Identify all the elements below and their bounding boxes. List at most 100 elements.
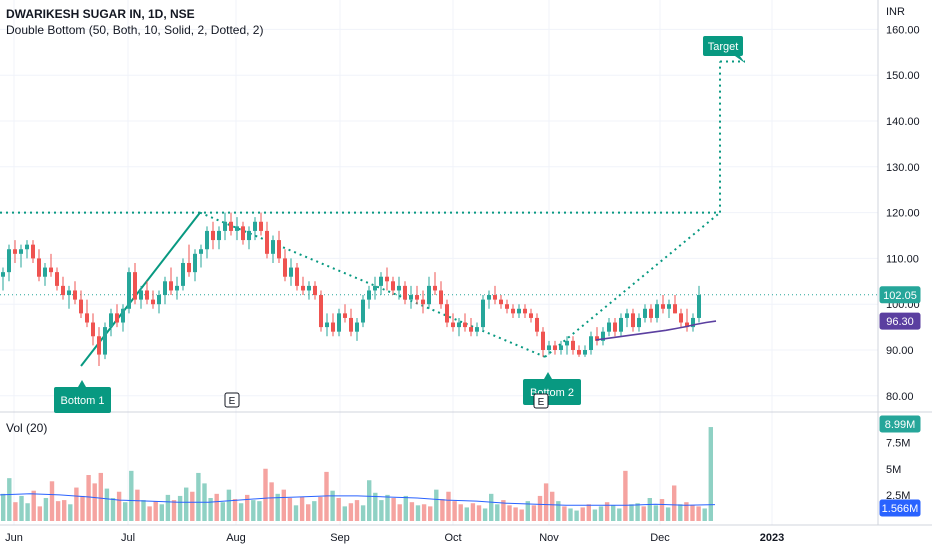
volume-bar <box>556 501 561 521</box>
volume-bar <box>470 503 476 521</box>
volume-bar <box>92 483 97 521</box>
candle-body <box>529 313 533 318</box>
volume-bar <box>25 503 30 521</box>
volume-bar <box>653 505 659 521</box>
volume-title[interactable]: Vol (20) <box>6 421 48 435</box>
volume-bar <box>672 485 677 521</box>
volume-series <box>0 427 716 521</box>
candle-body <box>649 308 653 318</box>
time-tick-label: Jul <box>121 532 135 544</box>
volume-bar <box>135 489 140 521</box>
candle-body <box>619 317 623 332</box>
candle-body <box>571 340 575 350</box>
candle-body <box>253 221 257 231</box>
volume-bar <box>537 495 543 521</box>
candle-body <box>301 285 305 291</box>
volume-bar <box>379 500 384 521</box>
volume-bar <box>62 500 67 521</box>
volume-bar <box>37 506 42 521</box>
candle-body <box>661 304 665 309</box>
volume-bar <box>159 504 164 521</box>
volume-bar <box>635 503 640 521</box>
volume-bar <box>1 493 6 521</box>
candle-body <box>163 281 167 296</box>
candle-body <box>199 249 203 254</box>
volume-bar <box>586 504 591 521</box>
time-tick-label: Oct <box>444 532 461 544</box>
price-tick-label: 130.00 <box>886 162 920 174</box>
volume-bar <box>281 489 286 521</box>
candle-body <box>613 322 617 332</box>
candle-body <box>217 230 221 241</box>
candle-body <box>259 221 263 231</box>
time-tick-label: Dec <box>650 532 670 544</box>
candle-body <box>355 322 359 332</box>
candle-body <box>589 336 593 350</box>
candle-body <box>601 331 605 341</box>
volume-bar <box>665 507 671 521</box>
volume-bar <box>287 498 293 521</box>
candle-body <box>283 258 287 277</box>
candle-series <box>1 212 717 367</box>
volume-ma-line <box>0 493 716 506</box>
volume-tick-label: 7.5M <box>886 438 910 450</box>
volume-bar <box>68 504 73 521</box>
volume-bar <box>7 478 12 521</box>
volume-bar <box>525 501 530 521</box>
candle-body <box>667 304 671 309</box>
volume-bar <box>482 508 488 521</box>
volume-bar <box>543 483 549 521</box>
bottom1-label-pointer <box>78 380 86 387</box>
volume-bar <box>153 501 158 521</box>
candle-body <box>223 221 227 231</box>
candle-body <box>295 267 299 286</box>
symbol-title[interactable]: DWARIKESH SUGAR IN, 1D, NSE <box>6 7 195 21</box>
candle-body <box>103 327 107 355</box>
volume-bar <box>702 508 707 521</box>
volume-bar <box>123 502 128 521</box>
volume-bar <box>318 496 323 521</box>
candle-body <box>121 308 125 323</box>
volume-bar <box>342 506 347 521</box>
volume-bar <box>592 509 598 521</box>
volume-bar <box>80 495 85 521</box>
candle-body <box>451 322 455 328</box>
candle-body <box>421 299 425 305</box>
volume-bar <box>580 507 585 521</box>
candle-body <box>691 317 695 328</box>
volume-bar <box>574 510 579 521</box>
candle-body <box>109 313 113 328</box>
volume-bar <box>55 501 61 521</box>
volume-bar <box>367 480 372 521</box>
candle-body <box>673 304 677 314</box>
volume-bar <box>129 470 134 521</box>
candle-body <box>25 244 29 250</box>
time-tick-label: Aug <box>226 532 246 544</box>
bottom1-label <box>54 387 111 413</box>
candle-body <box>517 308 521 314</box>
pattern-leg-breakout <box>544 211 721 358</box>
candle-body <box>145 290 149 300</box>
candle-body <box>115 313 119 323</box>
price-tick-label: 150.00 <box>886 70 920 82</box>
candle-body <box>481 299 485 328</box>
candle-body <box>427 285 431 305</box>
candle-body <box>631 313 635 328</box>
volume-bar <box>421 504 427 521</box>
volume-bar <box>330 490 335 521</box>
volume-bar <box>513 507 518 521</box>
candle-body <box>379 276 383 286</box>
candle-body <box>523 308 527 314</box>
candle-body <box>187 262 191 273</box>
volume-bar <box>550 491 555 521</box>
volume-bar <box>306 504 311 521</box>
candle-body <box>205 230 209 250</box>
price-tick-label: 140.00 <box>886 116 920 128</box>
indicator-title[interactable]: Double Bottom (50, Both, 10, Solid, 2, D… <box>6 23 264 37</box>
volume-bar <box>43 498 49 521</box>
volume-bar <box>501 500 506 521</box>
volume-bar <box>348 503 354 521</box>
candle-body <box>433 285 437 291</box>
